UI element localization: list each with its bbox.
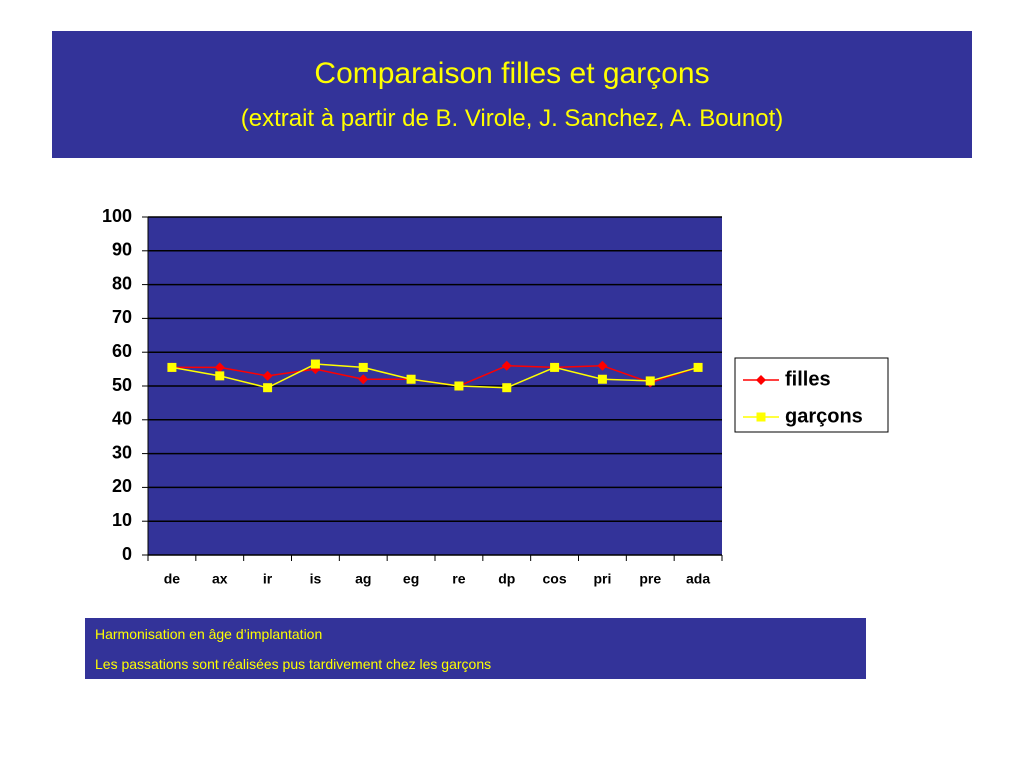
header: Comparaison filles et garçons (extrait à…	[52, 31, 972, 158]
marker	[263, 383, 273, 393]
y-tick-label: 0	[122, 544, 132, 564]
marker	[501, 360, 512, 371]
y-tick-label: 90	[112, 240, 132, 260]
y-tick-label: 10	[112, 510, 132, 530]
note: Harmonisation en âge d’implantation	[95, 626, 323, 642]
notes-box: Harmonisation en âge d’implantation Les …	[85, 618, 866, 679]
x-tick-label: dp	[498, 571, 515, 587]
title: Comparaison filles et garçons	[314, 57, 710, 90]
marker	[597, 360, 608, 371]
marker	[406, 374, 416, 384]
x-tick-label: pri	[593, 571, 611, 587]
y-tick-label: 20	[112, 476, 132, 496]
x-tick-label: cos	[543, 571, 567, 587]
marker	[358, 362, 368, 372]
marker	[756, 375, 766, 385]
legend-label: filles	[785, 368, 831, 390]
marker	[454, 381, 464, 391]
y-tick-label: 40	[112, 409, 132, 429]
marker	[756, 412, 766, 422]
x-tick-label: eg	[403, 571, 419, 587]
marker	[645, 376, 655, 386]
y-tick-label: 100	[102, 206, 132, 226]
x-tick-label: pre	[639, 571, 661, 587]
note: Les passations sont réalisées pus tardiv…	[95, 656, 492, 672]
chart: 0 10 20 30 40 50 60 70 80 90 100 de ax ir is ag eg re dp co…	[102, 206, 889, 587]
x-tick-label: ada	[686, 571, 710, 587]
x-tick-label: re	[452, 571, 465, 587]
y-tick-label: 60	[112, 341, 132, 361]
marker	[597, 374, 607, 384]
legend-label: garçons	[785, 405, 863, 427]
y-tick-label: 50	[112, 375, 132, 395]
series-line	[171, 363, 699, 389]
x-tick-label: de	[164, 571, 181, 587]
subtitle: (extrait à partir de B. Virole, J. Sanch…	[240, 105, 784, 132]
marker	[215, 371, 225, 381]
marker	[310, 359, 320, 369]
marker	[262, 370, 273, 381]
marker	[167, 362, 177, 372]
marker	[214, 362, 225, 373]
marker	[358, 374, 369, 385]
y-tick-label: 70	[112, 307, 132, 327]
x-tick-label: ir	[263, 571, 273, 587]
marker	[550, 362, 560, 372]
marker	[693, 362, 703, 372]
x-tick-label: is	[310, 571, 322, 587]
x-tick-label: ax	[212, 571, 228, 587]
x-tick-label: ag	[355, 571, 371, 587]
marker	[502, 383, 512, 393]
y-tick-label: 80	[112, 273, 132, 293]
y-tick-label: 30	[112, 442, 132, 462]
